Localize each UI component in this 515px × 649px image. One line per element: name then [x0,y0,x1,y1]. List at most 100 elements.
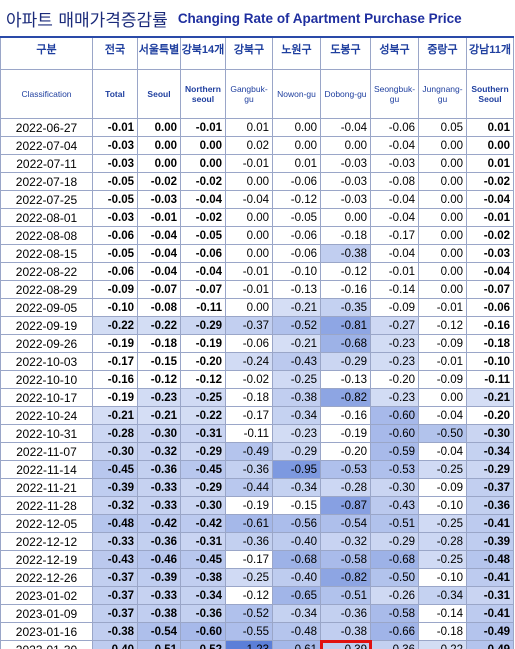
rate-cell: -0.04 [466,262,514,281]
rate-cell: 0.00 [418,262,467,281]
rate-cell: -0.06 [180,244,226,263]
table-row: 2022-09-26 -0.19 -0.18 -0.19 -0.06 -0.21 -0.68… [0,334,514,353]
rate-cell: -0.38 [180,568,226,587]
rate-cell: 0.00 [137,118,181,137]
rate-cell: 0.01 [466,118,514,137]
table-row: 2022-10-10 -0.16 -0.12 -0.12 -0.02 -0.25 -0.13… [0,370,514,389]
column-header-en: Seongbuk-gu [370,69,419,119]
rate-cell: -0.20 [320,442,371,461]
rate-cell: -0.03 [92,208,138,227]
table-row: 2022-11-14 -0.45 -0.36 -0.45 -0.36 -0.95 -0.53… [0,460,514,479]
rate-cell: -0.29 [180,478,226,497]
rate-cell: -0.02 [466,226,514,245]
row-date: 2022-12-19 [0,550,93,569]
rate-cell: -0.39 [92,478,138,497]
row-date: 2022-11-07 [0,442,93,461]
table-row: 2022-08-29 -0.09 -0.07 -0.07 -0.01 -0.13 -0.16… [0,280,514,299]
rate-cell: -0.51 [320,586,371,605]
rate-cell: -0.32 [320,532,371,551]
rate-cell: -0.23 [137,388,181,407]
rate-cell: -0.13 [320,370,371,389]
column-header-ko: 성북구 [370,36,419,70]
rate-cell: -0.52 [180,640,226,649]
rate-cell: -0.18 [466,334,514,353]
rate-cell: -0.01 [370,262,419,281]
rate-cell: -0.48 [92,514,138,533]
table-row: 2023-01-09 -0.37 -0.38 -0.36 -0.52 -0.34 -0.36… [0,604,514,623]
rate-cell: -0.17 [225,406,273,425]
rate-cell: -0.36 [370,640,419,649]
rate-table: 구분 전국 서울특별 강북14개 강북구 노원구 도봉구 성북구 중랑구 강남11개 Classi… [0,36,514,649]
rate-cell: -0.38 [320,244,371,263]
rate-cell: -0.25 [272,370,321,389]
rate-cell: -0.30 [137,424,181,443]
rate-cell: -0.29 [466,460,514,479]
row-date: 2023-01-16 [0,622,93,641]
rate-cell: -0.22 [418,640,467,649]
table-header: 구분 전국 서울특별 강북14개 강북구 노원구 도봉구 성북구 중랑구 강남11개 Classi… [0,36,514,119]
rate-cell: -0.59 [370,442,419,461]
rate-cell: -0.25 [180,388,226,407]
row-date: 2022-08-29 [0,280,93,299]
rate-cell: -0.51 [137,640,181,649]
rate-cell: -0.09 [370,298,419,317]
rate-cell: -0.03 [320,190,371,209]
rate-cell: -0.09 [418,370,467,389]
rate-cell: -0.10 [272,262,321,281]
rate-cell: -0.06 [272,244,321,263]
rate-cell: -0.12 [180,370,226,389]
rate-cell: -0.41 [466,604,514,623]
rate-cell: -0.10 [418,496,467,515]
table-row: 2022-11-28 -0.32 -0.33 -0.30 -0.19 -0.15 -0.87… [0,496,514,515]
rate-cell: -0.23 [370,334,419,353]
header-row-english: Classification Total Seoul Northern seoul Ga… [0,69,514,119]
row-date: 2022-07-04 [0,136,93,155]
rate-cell: -0.40 [272,568,321,587]
column-header-en: Gangbuk-gu [225,69,273,119]
rate-cell: -0.12 [225,586,273,605]
rate-cell: -0.60 [370,406,419,425]
rate-cell: 0.00 [418,226,467,245]
rate-cell: -0.45 [92,460,138,479]
rate-cell: -0.06 [466,298,514,317]
column-header-en: Jungnang-gu [418,69,467,119]
rate-cell: -0.14 [418,604,467,623]
rate-cell: -0.36 [137,532,181,551]
rate-cell: -0.01 [180,118,226,137]
rate-cell: -0.09 [418,334,467,353]
rate-cell: -0.37 [92,586,138,605]
rate-cell: -0.06 [370,118,419,137]
rate-cell: -0.33 [137,586,181,605]
rate-cell: -0.28 [320,478,371,497]
table-row: 2023-01-16 -0.38 -0.54 -0.60 -0.55 -0.48 -0.38… [0,622,514,641]
rate-cell: -0.08 [370,172,419,191]
column-header-ko: 강북14개 [180,36,226,70]
rate-cell: -0.06 [92,262,138,281]
rate-cell: 0.01 [225,118,273,137]
rate-cell: -0.04 [370,136,419,155]
row-date: 2022-06-27 [0,118,93,137]
rate-cell: -0.29 [180,442,226,461]
rate-cell: -0.45 [180,550,226,569]
rate-cell: -0.04 [370,208,419,227]
rate-cell: -0.02 [466,172,514,191]
rate-cell: 0.01 [466,154,514,173]
rate-cell: 0.00 [466,136,514,155]
rate-cell: -0.34 [272,604,321,623]
rate-cell: -0.04 [320,118,371,137]
rate-cell: -0.39 [466,532,514,551]
table-row: 2022-12-12 -0.33 -0.36 -0.31 -0.36 -0.40 -0.32… [0,532,514,551]
rate-cell: -0.14 [370,280,419,299]
rate-cell: -0.36 [137,460,181,479]
rate-cell: -0.34 [418,586,467,605]
rate-cell: -0.22 [180,406,226,425]
rate-cell: -0.12 [272,190,321,209]
rate-cell: -0.04 [225,190,273,209]
rate-cell: -0.19 [320,424,371,443]
table-row: 2022-12-05 -0.48 -0.42 -0.42 -0.61 -0.56 -0.54… [0,514,514,533]
rate-cell: -0.12 [137,370,181,389]
rate-cell: -0.05 [92,172,138,191]
rate-cell: 0.00 [320,208,371,227]
rate-cell: -0.44 [225,478,273,497]
rate-cell: 0.00 [418,280,467,299]
